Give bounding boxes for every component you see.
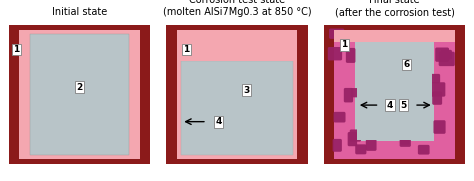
Bar — [30, 34, 129, 155]
FancyBboxPatch shape — [438, 52, 455, 66]
FancyBboxPatch shape — [441, 50, 452, 59]
FancyBboxPatch shape — [347, 132, 357, 146]
FancyBboxPatch shape — [346, 48, 356, 63]
Text: 1: 1 — [13, 45, 19, 54]
Bar — [19, 30, 140, 159]
FancyBboxPatch shape — [351, 88, 364, 97]
FancyBboxPatch shape — [428, 74, 440, 83]
Bar — [334, 141, 455, 159]
Bar — [181, 61, 293, 155]
FancyBboxPatch shape — [418, 145, 429, 155]
Text: 2: 2 — [76, 83, 82, 92]
FancyBboxPatch shape — [432, 91, 442, 105]
FancyBboxPatch shape — [329, 29, 344, 39]
Bar — [334, 30, 455, 42]
Text: 1: 1 — [183, 45, 190, 54]
Text: 6: 6 — [403, 60, 410, 69]
Bar — [434, 30, 455, 159]
Text: 1: 1 — [341, 40, 347, 49]
FancyBboxPatch shape — [371, 30, 385, 43]
FancyBboxPatch shape — [366, 139, 376, 151]
FancyBboxPatch shape — [430, 82, 446, 97]
FancyBboxPatch shape — [399, 35, 409, 45]
Text: 4: 4 — [216, 117, 222, 126]
FancyBboxPatch shape — [344, 88, 353, 102]
Bar — [334, 30, 455, 159]
FancyBboxPatch shape — [435, 47, 449, 62]
Title: Initial state: Initial state — [52, 7, 107, 17]
Bar — [177, 30, 297, 159]
Bar — [334, 30, 356, 159]
Bar — [357, 42, 432, 140]
FancyBboxPatch shape — [328, 47, 342, 60]
Title: Final state
(after the corrosion test): Final state (after the corrosion test) — [335, 0, 455, 17]
FancyBboxPatch shape — [434, 120, 446, 134]
FancyBboxPatch shape — [350, 129, 361, 142]
FancyBboxPatch shape — [334, 112, 346, 123]
FancyBboxPatch shape — [400, 130, 410, 145]
Text: 5: 5 — [401, 101, 407, 110]
Bar — [334, 30, 455, 42]
Title: Corrosion test state
(molten AlSi7Mg0.3 at 850 °C): Corrosion test state (molten AlSi7Mg0.3 … — [163, 0, 311, 17]
FancyBboxPatch shape — [333, 139, 342, 152]
Text: 4: 4 — [387, 101, 393, 110]
Text: 3: 3 — [243, 86, 249, 94]
FancyBboxPatch shape — [355, 144, 366, 154]
Bar — [177, 30, 297, 61]
FancyBboxPatch shape — [400, 136, 411, 147]
